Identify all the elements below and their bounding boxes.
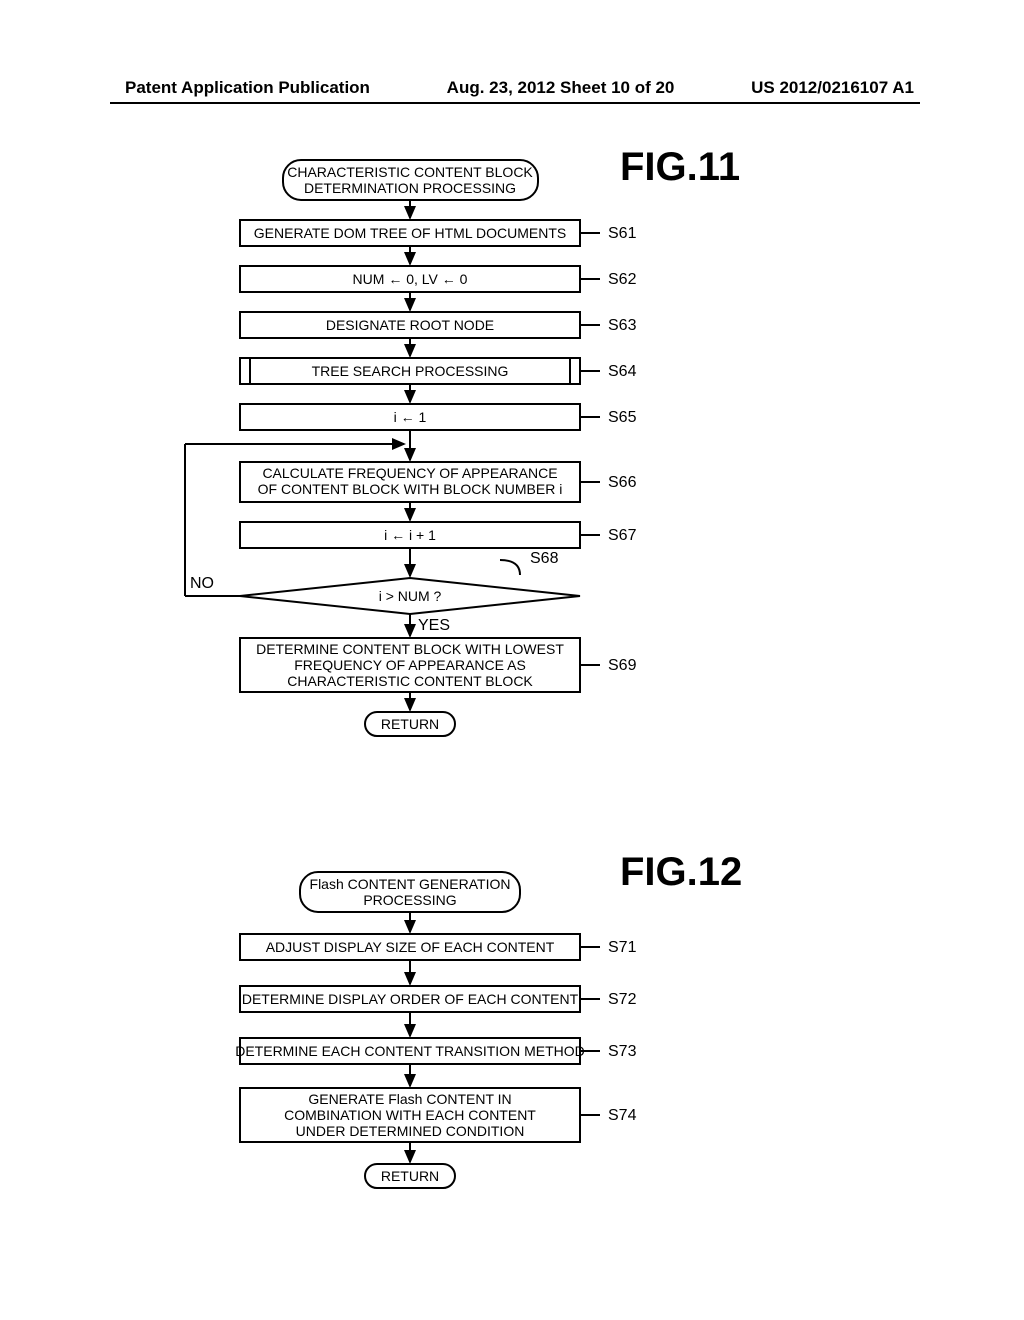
svg-text:CHARACTERISTIC CONTENT BLOCK: CHARACTERISTIC CONTENT BLOCK [287, 164, 533, 180]
svg-text:i ← 1: i ← 1 [394, 409, 427, 425]
svg-text:YES: YES [418, 617, 450, 634]
svg-text:S71: S71 [608, 939, 637, 956]
fig11-s65: i ← 1 S65 [240, 404, 637, 430]
svg-text:GENERATE DOM TREE OF HTML DOCU: GENERATE DOM TREE OF HTML DOCUMENTS [254, 225, 566, 241]
svg-text:S66: S66 [608, 474, 637, 491]
svg-text:DETERMINATION PROCESSING: DETERMINATION PROCESSING [304, 180, 516, 196]
fig12-return: RETURN [365, 1164, 455, 1188]
svg-text:S73: S73 [608, 1043, 637, 1060]
svg-text:DETERMINE EACH CONTENT TRANSIT: DETERMINE EACH CONTENT TRANSITION METHOD [235, 1043, 585, 1059]
svg-text:i > NUM ?: i > NUM ? [379, 588, 442, 604]
svg-text:DESIGNATE ROOT NODE: DESIGNATE ROOT NODE [326, 317, 494, 333]
fig11-start: CHARACTERISTIC CONTENT BLOCK DETERMINATI… [283, 160, 538, 200]
svg-text:CHARACTERISTIC CONTENT BLOCK: CHARACTERISTIC CONTENT BLOCK [287, 673, 533, 689]
svg-text:S62: S62 [608, 271, 637, 288]
fig11-flowchart: CHARACTERISTIC CONTENT BLOCK DETERMINATI… [185, 160, 637, 736]
svg-text:DETERMINE CONTENT BLOCK WITH L: DETERMINE CONTENT BLOCK WITH LOWEST [256, 641, 564, 657]
fig12-s73: DETERMINE EACH CONTENT TRANSITION METHOD… [235, 1038, 636, 1064]
svg-text:S61: S61 [608, 225, 637, 242]
svg-text:PROCESSING: PROCESSING [363, 892, 456, 908]
svg-text:S63: S63 [608, 317, 637, 334]
svg-text:DETERMINE DISPLAY ORDER OF EAC: DETERMINE DISPLAY ORDER OF EACH CONTENT [242, 991, 579, 1007]
svg-text:RETURN: RETURN [381, 1168, 439, 1184]
svg-text:NO: NO [190, 575, 214, 592]
svg-text:i ← i + 1: i ← i + 1 [384, 527, 436, 543]
flowcharts-svg: CHARACTERISTIC CONTENT BLOCK DETERMINATI… [0, 0, 1024, 1320]
fig12-s71: ADJUST DISPLAY SIZE OF EACH CONTENT S71 [240, 934, 637, 960]
fig12-s72: DETERMINE DISPLAY ORDER OF EACH CONTENT … [240, 986, 637, 1012]
svg-text:S74: S74 [608, 1107, 637, 1124]
fig12-start: Flash CONTENT GENERATION PROCESSING [300, 872, 520, 912]
svg-text:S68: S68 [530, 550, 559, 567]
fig11-s61: GENERATE DOM TREE OF HTML DOCUMENTS S61 [240, 220, 637, 246]
fig11-return: RETURN [365, 712, 455, 736]
svg-text:TREE SEARCH PROCESSING: TREE SEARCH PROCESSING [312, 363, 509, 379]
fig12-s74: GENERATE Flash CONTENT IN COMBINATION WI… [240, 1088, 637, 1142]
fig11-s69: DETERMINE CONTENT BLOCK WITH LOWEST FREQ… [240, 638, 637, 692]
svg-text:Flash CONTENT GENERATION: Flash CONTENT GENERATION [310, 876, 511, 892]
fig12-flowchart: Flash CONTENT GENERATION PROCESSING ADJU… [235, 872, 636, 1188]
patent-page: Patent Application Publication Aug. 23, … [0, 0, 1024, 1320]
svg-text:S65: S65 [608, 409, 637, 426]
svg-text:UNDER DETERMINED CONDITION: UNDER DETERMINED CONDITION [296, 1123, 525, 1139]
fig11-s66: CALCULATE FREQUENCY OF APPEARANCE OF CON… [240, 462, 637, 502]
svg-text:S69: S69 [608, 657, 637, 674]
svg-text:OF CONTENT BLOCK WITH BLOCK NU: OF CONTENT BLOCK WITH BLOCK NUMBER i [258, 481, 563, 497]
svg-text:CALCULATE FREQUENCY OF APPEARA: CALCULATE FREQUENCY OF APPEARANCE [262, 465, 557, 481]
fig11-s62: NUM ← 0, LV ← 0 S62 [240, 266, 637, 292]
svg-text:ADJUST DISPLAY SIZE OF EACH CO: ADJUST DISPLAY SIZE OF EACH CONTENT [266, 939, 555, 955]
svg-text:S72: S72 [608, 991, 637, 1008]
fig11-s67: i ← i + 1 S67 [240, 522, 637, 548]
svg-text:FREQUENCY OF APPEARANCE AS: FREQUENCY OF APPEARANCE AS [294, 657, 526, 673]
svg-text:S64: S64 [608, 363, 637, 380]
svg-text:NUM ← 0, LV ← 0: NUM ← 0, LV ← 0 [353, 271, 468, 287]
svg-text:RETURN: RETURN [381, 716, 439, 732]
svg-text:S67: S67 [608, 527, 637, 544]
svg-text:GENERATE Flash CONTENT IN: GENERATE Flash CONTENT IN [308, 1091, 511, 1107]
svg-text:COMBINATION WITH EACH CONTENT: COMBINATION WITH EACH CONTENT [284, 1107, 536, 1123]
fig11-s64: TREE SEARCH PROCESSING S64 [240, 358, 637, 384]
fig11-s63: DESIGNATE ROOT NODE S63 [240, 312, 637, 338]
